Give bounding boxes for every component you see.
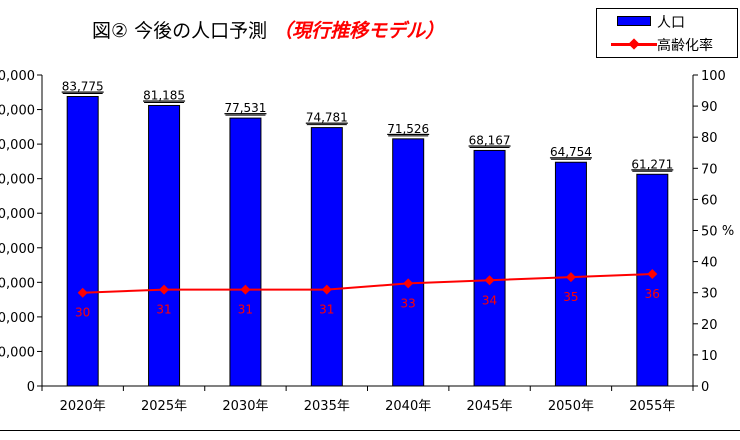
line-point-marker: [77, 287, 88, 298]
line-point-marker: [647, 269, 658, 280]
line-data-label: 33: [401, 296, 416, 310]
x-axis-tick-label: 2035年: [304, 399, 350, 414]
right-axis-tick-label: 90: [701, 100, 718, 115]
bar-data-label: 68,167: [469, 133, 511, 147]
right-axis-tick-label: 0: [701, 380, 709, 395]
bar-data-label: 61,271: [631, 157, 673, 171]
line-data-label: 35: [563, 290, 578, 304]
line-point-marker: [403, 278, 414, 289]
left-axis-tick-label: 90,000: [0, 69, 35, 84]
line-data-label: 36: [645, 287, 660, 301]
x-axis-tick-label: 2030年: [222, 399, 268, 414]
line-aging-rate: [82, 273, 653, 294]
legend-label-aging-rate: 高齢化率: [657, 38, 713, 54]
x-axis-tick-label: 2050年: [548, 399, 594, 414]
bar-population: [473, 149, 506, 387]
chart-title: 図② 今後の人口予測 （現行推移モデル）: [92, 16, 444, 43]
x-axis-tick-label: 2025年: [141, 399, 187, 414]
bar-population: [148, 104, 181, 387]
chart-title-main: 図② 今後の人口予測: [92, 20, 268, 42]
right-axis-tick-label: 20: [701, 318, 718, 333]
right-axis-tick-label: 80: [701, 131, 718, 146]
line-data-label: 31: [238, 303, 253, 317]
legend-item-aging-rate: 高齢化率: [597, 34, 737, 56]
line-point-marker: [159, 284, 170, 295]
line-point-marker: [321, 284, 332, 295]
right-axis-tick-label: 10: [701, 349, 718, 364]
line-point-marker: [565, 272, 576, 283]
left-axis-tick-label: 60,000: [0, 173, 35, 188]
left-axis-tick-label: 20,000: [0, 311, 35, 326]
bar-population: [66, 96, 99, 387]
line-data-label: 31: [319, 303, 334, 317]
left-axis-tick-label: 40,000: [0, 242, 35, 257]
left-axis-tick-label: 10,000: [0, 345, 35, 360]
left-axis-tick-label: 80,000: [0, 104, 35, 119]
bar-population: [310, 127, 343, 387]
line-point-marker: [240, 284, 251, 295]
right-axis-tick-label: 100: [701, 69, 726, 84]
line-data-label: 30: [75, 306, 90, 320]
tick-labels-group: 0 10,000 20,000 30,000 40,000 50,000 60,000 70,…: [0, 69, 726, 414]
left-axis-tick-label: 50,000: [0, 207, 35, 222]
chart-title-subtitle: （現行推移モデル）: [273, 20, 445, 42]
line-data-label: 31: [156, 303, 171, 317]
line-point-marker: [484, 275, 495, 286]
bar-data-label: 81,185: [143, 88, 185, 102]
x-axis-tick-label: 2045年: [467, 399, 513, 414]
left-axis-tick-label: 0: [27, 380, 35, 395]
right-axis-tick-label: 40: [701, 256, 718, 271]
bar-data-label: 64,754: [550, 145, 592, 159]
right-axis-tick-label: 30: [701, 287, 718, 302]
right-axis-tick-label: 60: [701, 193, 718, 208]
left-axis-tick-label: 70,000: [0, 138, 35, 153]
legend-item-population: 人口: [597, 11, 737, 33]
bottom-rule: [0, 430, 740, 431]
legend-bar-swatch: [617, 16, 651, 26]
right-axis-tick-label: 70: [701, 162, 718, 177]
x-axis-tick-label: 2020年: [60, 399, 106, 414]
bar-data-label: 74,781: [306, 111, 348, 125]
x-axis-tick-label: 2055年: [629, 399, 675, 414]
right-axis-unit: %: [722, 224, 734, 239]
bar-population: [392, 138, 425, 387]
left-axis-tick-label: 30,000: [0, 276, 35, 291]
bar-data-label: 71,526: [387, 122, 429, 136]
bar-population: [636, 173, 669, 387]
line-data-label: 34: [482, 293, 497, 307]
bar-labels-group: 83,775 81,185 77,531 74,781 71,526 68,167 64,7…: [62, 80, 673, 172]
bar-data-label: 77,531: [224, 101, 266, 115]
axes-group: [37, 74, 698, 391]
bar-data-label: 83,775: [62, 80, 104, 94]
legend-label-population: 人口: [657, 15, 685, 31]
bar-population: [229, 117, 262, 387]
bars-group: [66, 96, 669, 387]
x-axis-tick-label: 2040年: [385, 399, 431, 414]
chart-legend: 人口 高齢化率: [596, 8, 738, 58]
line-group: [77, 269, 658, 298]
right-axis-tick-label: 50: [701, 225, 718, 240]
line-labels-group: 30 31 31 31 33 34 35 36: [75, 287, 660, 320]
